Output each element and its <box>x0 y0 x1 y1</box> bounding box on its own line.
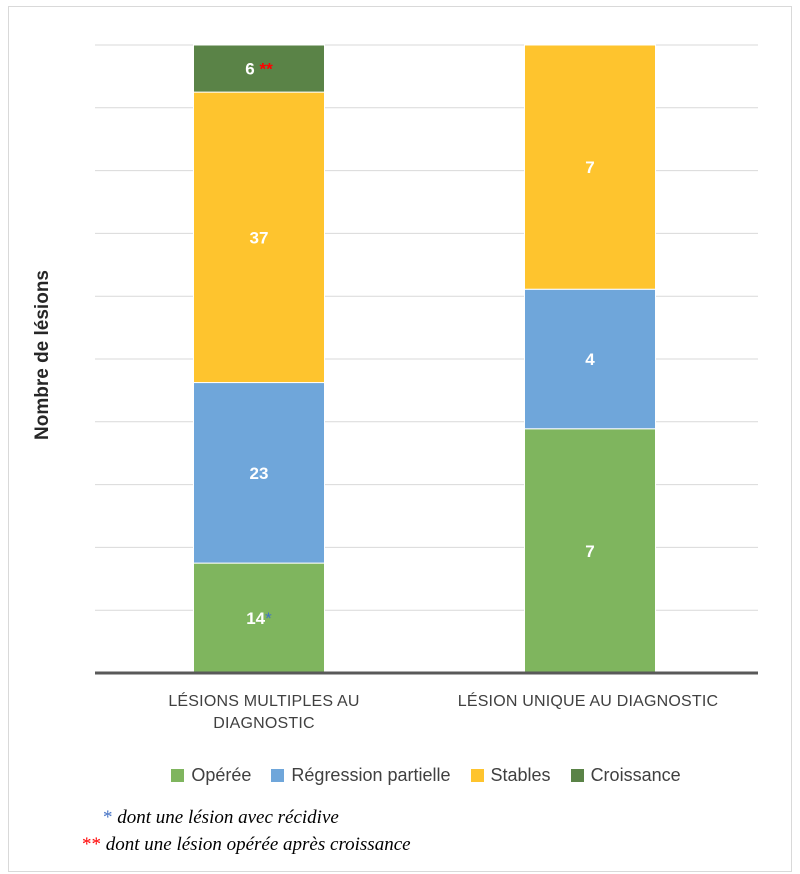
chart-frame <box>8 6 792 872</box>
footnote-single-star-mark: * <box>103 807 113 828</box>
legend-label: Stables <box>490 764 551 785</box>
legend-swatch <box>470 768 484 782</box>
data-label-mark: * <box>265 609 272 628</box>
data-label: 6 ** <box>245 60 273 79</box>
legend-swatch <box>570 768 584 782</box>
data-label-value: 7 <box>585 542 594 561</box>
legend-label: Croissance <box>590 764 681 785</box>
legend-label: Régression partielle <box>291 764 451 785</box>
data-label: 14* <box>246 609 272 628</box>
data-label: 37 <box>250 228 269 247</box>
bar-segment-unique-1 <box>524 288 656 430</box>
footnote-single-star-text: dont une lésion avec récidive <box>112 807 339 828</box>
data-label: 23 <box>250 464 269 483</box>
legend: Opérée Régression partielle Stables Croissa… <box>91 762 761 788</box>
category-label-unique: LÉSION UNIQUE AU DIAGNOSTIC <box>457 693 719 710</box>
legend-item: Régression partielle <box>271 764 451 786</box>
y-axis-label: Nombre de lésions <box>32 270 53 440</box>
data-label-value: 37 <box>250 228 269 247</box>
legend-item: Stables <box>470 764 551 786</box>
data-label: 7 <box>585 158 594 177</box>
data-label: 4 <box>585 350 595 369</box>
category-label-multiple: LÉSIONS MULTIPLES AU DIAGNOSTIC <box>168 693 360 732</box>
legend-label: Opérée <box>191 764 252 785</box>
legend-swatch <box>271 768 285 782</box>
data-label: 7 <box>585 542 594 561</box>
footnote-double-star-mark: ** <box>82 834 101 855</box>
legend-item: Opérée <box>171 765 251 786</box>
data-label-value: 4 <box>585 350 595 369</box>
bar-segment-multiple-2 <box>193 91 325 384</box>
legend-item: Croissance <box>570 764 681 786</box>
footnote-double-star: ** dont une lésion opérée après croissan… <box>82 834 411 856</box>
bar-segment-multiple-0 <box>193 562 325 674</box>
data-label-value: 23 <box>250 464 269 483</box>
bar-segment-multiple-3 <box>193 44 325 93</box>
bar-segment-unique-2 <box>524 44 656 290</box>
footnote-single-star: * dont une lésion avec récidive <box>103 807 339 829</box>
data-label-value: 7 <box>585 158 594 177</box>
data-label-value: 14 <box>246 609 265 628</box>
data-label-mark: ** <box>255 60 273 79</box>
legend-swatch <box>171 768 185 782</box>
bar-segment-unique-0 <box>524 428 656 674</box>
stacked-bars: 14* 23 37 6 ** 7 4 7 <box>193 44 656 674</box>
footnote-double-star-text: dont une lésion opérée après croissance <box>101 834 411 855</box>
data-label-value: 6 <box>245 60 254 79</box>
bar-segment-multiple-1 <box>193 382 325 564</box>
